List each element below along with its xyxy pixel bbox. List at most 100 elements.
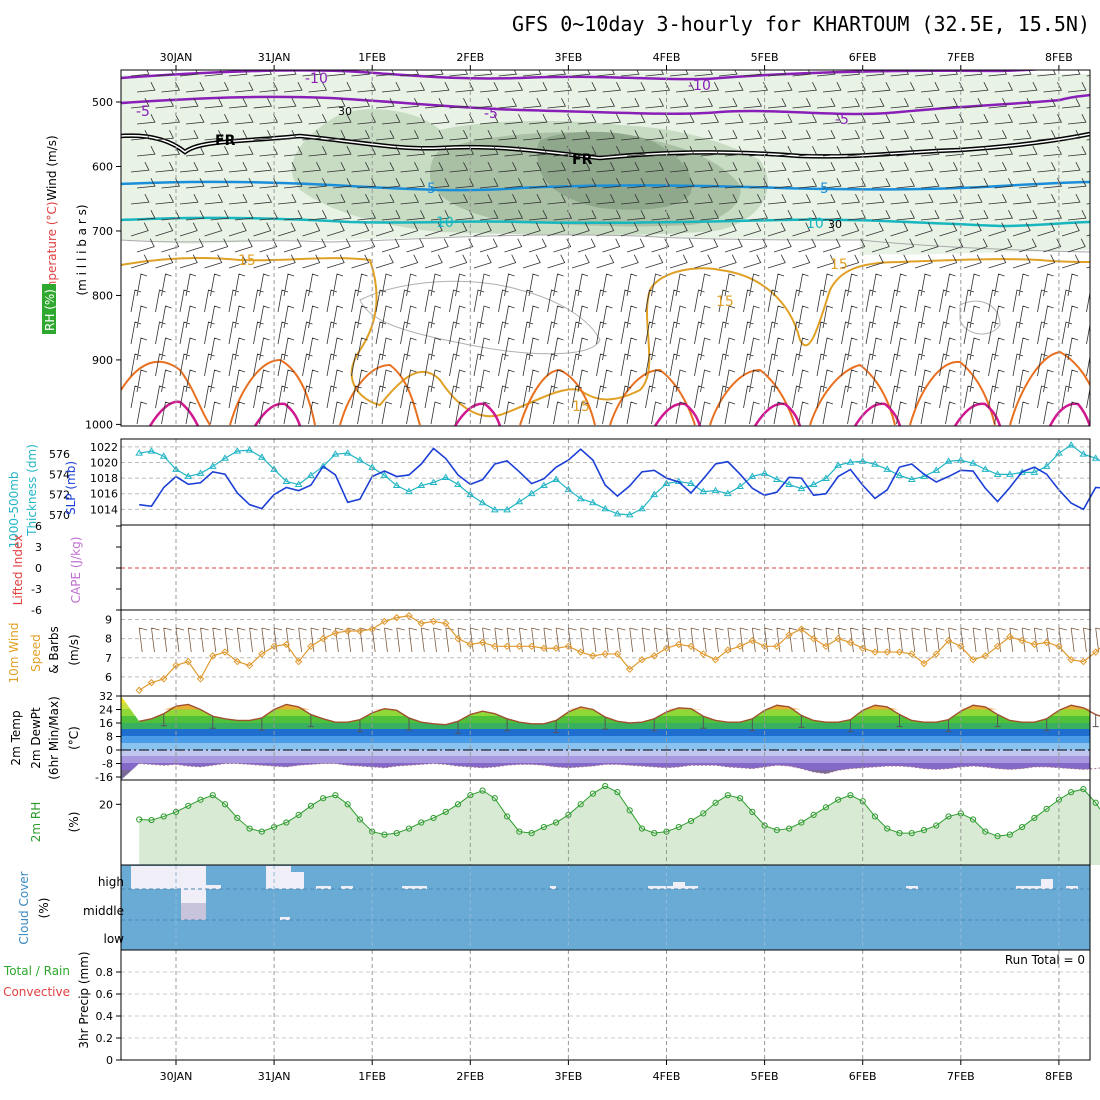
wind-panel-background bbox=[121, 610, 1090, 696]
wind-speed-marker bbox=[245, 661, 254, 670]
rh-marker bbox=[491, 795, 498, 802]
slp-series bbox=[135, 441, 1100, 518]
pressure-tick-label: 600 bbox=[92, 160, 113, 173]
cloud-level-middle: middle bbox=[83, 904, 124, 918]
rh-marker bbox=[148, 816, 155, 824]
contour-label-15-c: 15 bbox=[830, 257, 848, 273]
pressure-tick-label: 700 bbox=[92, 225, 113, 238]
wind-speed-marker bbox=[650, 652, 658, 660]
pressure-tick-label: 800 bbox=[92, 289, 113, 302]
rh-marker bbox=[638, 825, 646, 832]
thickness-marker bbox=[883, 465, 892, 472]
top-date-label: 2FEB bbox=[456, 51, 484, 64]
band-minus4-0 bbox=[121, 750, 1090, 756]
contour-label-5: 5 bbox=[427, 181, 436, 197]
wind-speed-marker bbox=[1091, 648, 1100, 656]
rh-marker bbox=[626, 807, 633, 814]
rh-marker bbox=[1092, 799, 1099, 806]
thickness-marker bbox=[196, 469, 205, 476]
cloud-clear-2 bbox=[181, 889, 206, 903]
thickness-marker bbox=[834, 461, 843, 468]
top-date-label: 6FEB bbox=[849, 51, 877, 64]
cloud-clear-6 bbox=[291, 872, 304, 889]
thickness-marker bbox=[699, 487, 708, 495]
pressure-tick-label: 500 bbox=[92, 96, 113, 109]
temp-contour-20 bbox=[121, 350, 1090, 426]
thickness-marker bbox=[944, 457, 953, 464]
thickness-marker bbox=[429, 478, 438, 486]
thickness-marker bbox=[343, 449, 352, 456]
thickness-marker bbox=[993, 470, 1002, 477]
wind-speed-marker bbox=[675, 640, 683, 649]
wind-speed-marker bbox=[503, 642, 511, 651]
temp-minmax-marker bbox=[504, 718, 511, 732]
rh-area bbox=[139, 786, 1100, 865]
slp-line bbox=[139, 447, 1100, 511]
bottom-date-label: 6FEB bbox=[849, 1070, 877, 1083]
wind-speed-marker bbox=[944, 636, 953, 645]
thickness-marker bbox=[184, 472, 193, 479]
contour-label-15: 15 bbox=[238, 253, 256, 269]
band-minus8-minus4 bbox=[121, 756, 1090, 763]
rh-marker bbox=[516, 828, 523, 835]
contour-label-minus5-b: -5 bbox=[484, 106, 498, 122]
rh-shade-darkest bbox=[537, 131, 692, 210]
rh-contour-lower bbox=[121, 234, 1090, 253]
wind-speed-marker bbox=[282, 640, 291, 649]
rh-marker bbox=[393, 830, 400, 837]
rh-marker bbox=[344, 801, 351, 808]
thickness-marker bbox=[871, 460, 879, 467]
slp-panel-background bbox=[121, 439, 1090, 525]
rh-marker bbox=[687, 817, 695, 825]
panel-borders bbox=[120, 69, 1091, 1061]
temp-minmax-marker bbox=[1043, 718, 1050, 732]
rh-marker bbox=[712, 799, 719, 806]
cloud-level-low: low bbox=[104, 932, 125, 946]
rh-marker bbox=[749, 808, 756, 815]
thickness-marker bbox=[441, 473, 450, 480]
wind-barb-set bbox=[130, 70, 1090, 425]
rh-marker bbox=[160, 813, 167, 820]
slp-tick-label: 1016 bbox=[90, 488, 118, 501]
thickness-label: 1000-500mb bbox=[7, 471, 21, 548]
rh-marker bbox=[835, 796, 842, 803]
thickness-marker bbox=[257, 453, 266, 460]
wind-speed-marker bbox=[748, 636, 757, 645]
thickness-marker bbox=[809, 480, 818, 488]
rh-line bbox=[139, 785, 1100, 837]
wind-speed-marker bbox=[196, 675, 205, 683]
top-date-label: 30JAN bbox=[160, 51, 193, 64]
cloud-clear-8 bbox=[316, 886, 331, 889]
thickness-marker bbox=[748, 472, 757, 479]
bottom-date-label: 3FEB bbox=[554, 1070, 582, 1083]
thickness-marker bbox=[294, 480, 303, 488]
wind-speed-marker bbox=[393, 613, 401, 622]
temp-peak-fill bbox=[121, 704, 1090, 710]
top-date-label: 8FEB bbox=[1045, 51, 1073, 64]
cape-tick-label: -3 bbox=[31, 583, 42, 596]
axis-titles: Wind (m/s) Temperature (°C) RH (%) (m i … bbox=[3, 135, 91, 1048]
wind-speed-marker bbox=[405, 612, 413, 620]
wind-speed-marker bbox=[809, 634, 818, 643]
temp-minmax-marker bbox=[455, 721, 462, 734]
rh-marker bbox=[577, 801, 584, 808]
cloud-units-label: (%) bbox=[37, 898, 51, 919]
cloud-label: Cloud Cover bbox=[17, 871, 31, 944]
rh-marker bbox=[602, 782, 609, 790]
chart-title: GFS 0~10day 3-hourly for KHARTOUM (32.5E… bbox=[512, 12, 1090, 36]
rh-marker bbox=[589, 790, 597, 797]
thickness-tick-label: 576 bbox=[49, 448, 70, 461]
cloud-clear-13 bbox=[673, 882, 685, 889]
slp-tick-label: 1020 bbox=[90, 456, 118, 469]
wind-speed-marker bbox=[773, 642, 781, 651]
bottom-date-label: 1FEB bbox=[358, 1070, 386, 1083]
wind-speed-marker bbox=[478, 638, 487, 647]
wind-speed-marker bbox=[442, 619, 450, 628]
contour-label-minus10: -10 bbox=[305, 71, 328, 87]
rh-marker bbox=[969, 816, 977, 823]
wind-grid bbox=[121, 619, 1090, 678]
bottom-date-labels: 30JAN 31JAN 1FEB 2FEB 3FEB 4FEB 5FEB 6FEB 7FEB 8F… bbox=[160, 1070, 1073, 1083]
thickness-marker bbox=[969, 459, 977, 466]
wind-speed-marker bbox=[822, 642, 830, 651]
